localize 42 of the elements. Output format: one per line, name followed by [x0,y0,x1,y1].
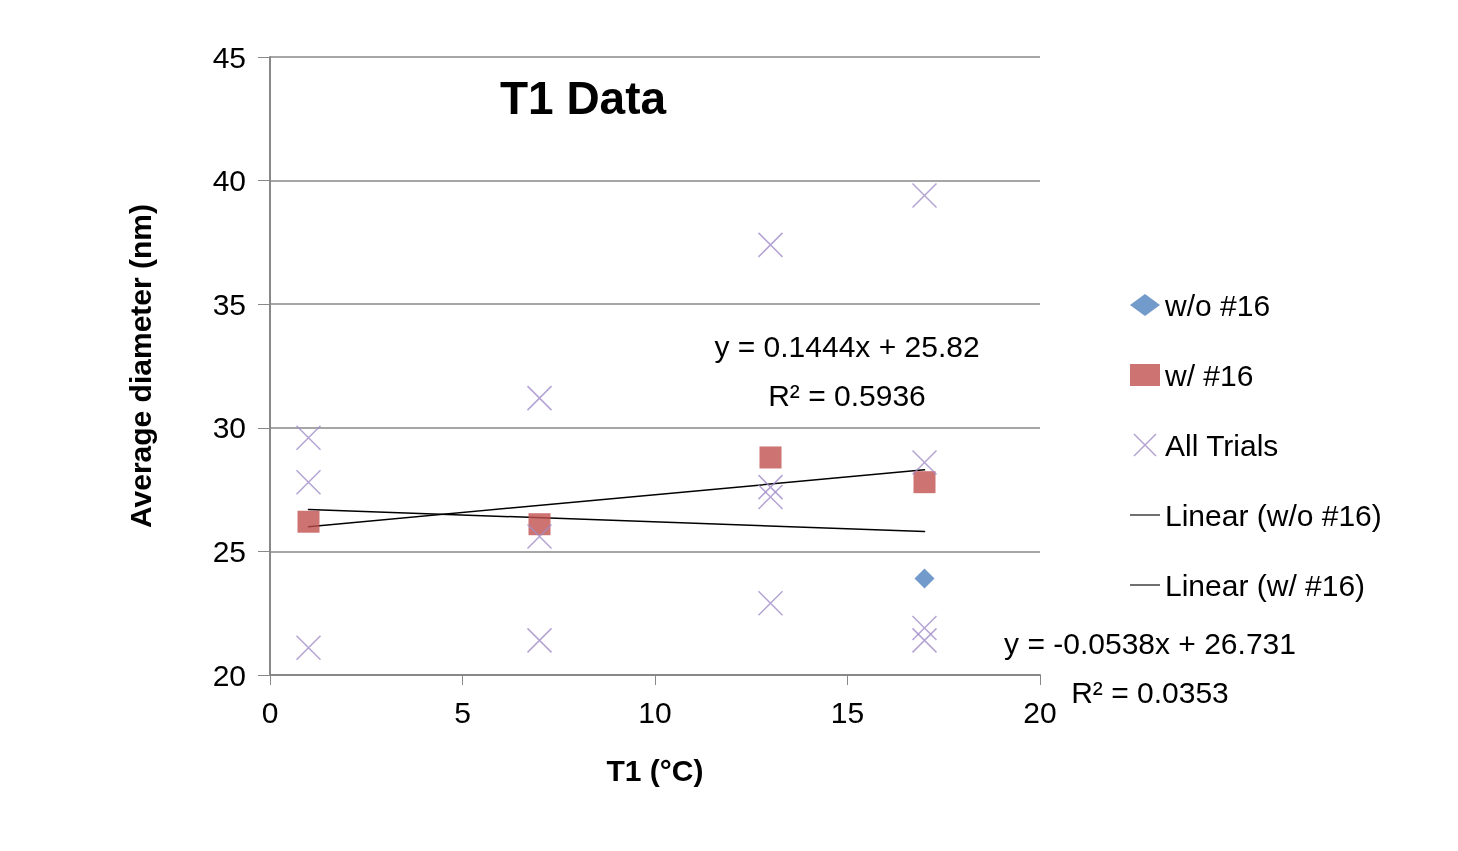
y-tick-label: 35 [212,287,246,321]
y-tick-label: 20 [212,658,246,692]
point [526,523,553,550]
point [911,449,938,476]
point [295,469,322,495]
point [911,182,938,209]
annotation: R² = 0.5936 [768,378,926,412]
point [528,513,551,536]
point [911,627,938,654]
x-tick-label: 20 [1023,695,1057,729]
annotation: y = 0.1444x + 25.82 [714,329,980,363]
point [757,232,784,258]
legend-label: w/ #16 [1164,358,1254,392]
legend-label: Linear (w/ #16) [1165,568,1366,602]
point [757,474,784,500]
y-tick-label: 40 [212,164,246,198]
point [757,590,784,617]
y-axis-title: Average diameter (nm) [123,204,157,528]
x-tick-label: 5 [454,695,471,729]
legend-label: Linear (w/o #16) [1165,498,1382,532]
chart-title: T1 Data [499,72,667,124]
x-axis-title: T1 (°C) [606,753,704,787]
legend-label: w/o #16 [1164,288,1271,322]
y-tick-label: 45 [212,40,246,74]
x-tick-label: 0 [261,695,279,729]
text: R² = 0.0353 [1071,675,1229,709]
point [295,635,322,661]
legend-label: All Trials [1165,428,1279,462]
annotation: y = -0.0538x + 26.731 [1004,626,1296,660]
point [913,471,936,494]
x-tick-label: 10 [638,695,672,729]
point [295,424,322,451]
point [526,385,553,411]
point [526,627,553,654]
y-tick-label: 25 [212,534,246,568]
point [757,484,784,510]
point [759,446,782,469]
point [914,568,935,589]
point [911,615,938,641]
point [297,510,320,533]
x-tick-label: 15 [830,695,865,729]
y-tick-label: 30 [212,411,246,445]
